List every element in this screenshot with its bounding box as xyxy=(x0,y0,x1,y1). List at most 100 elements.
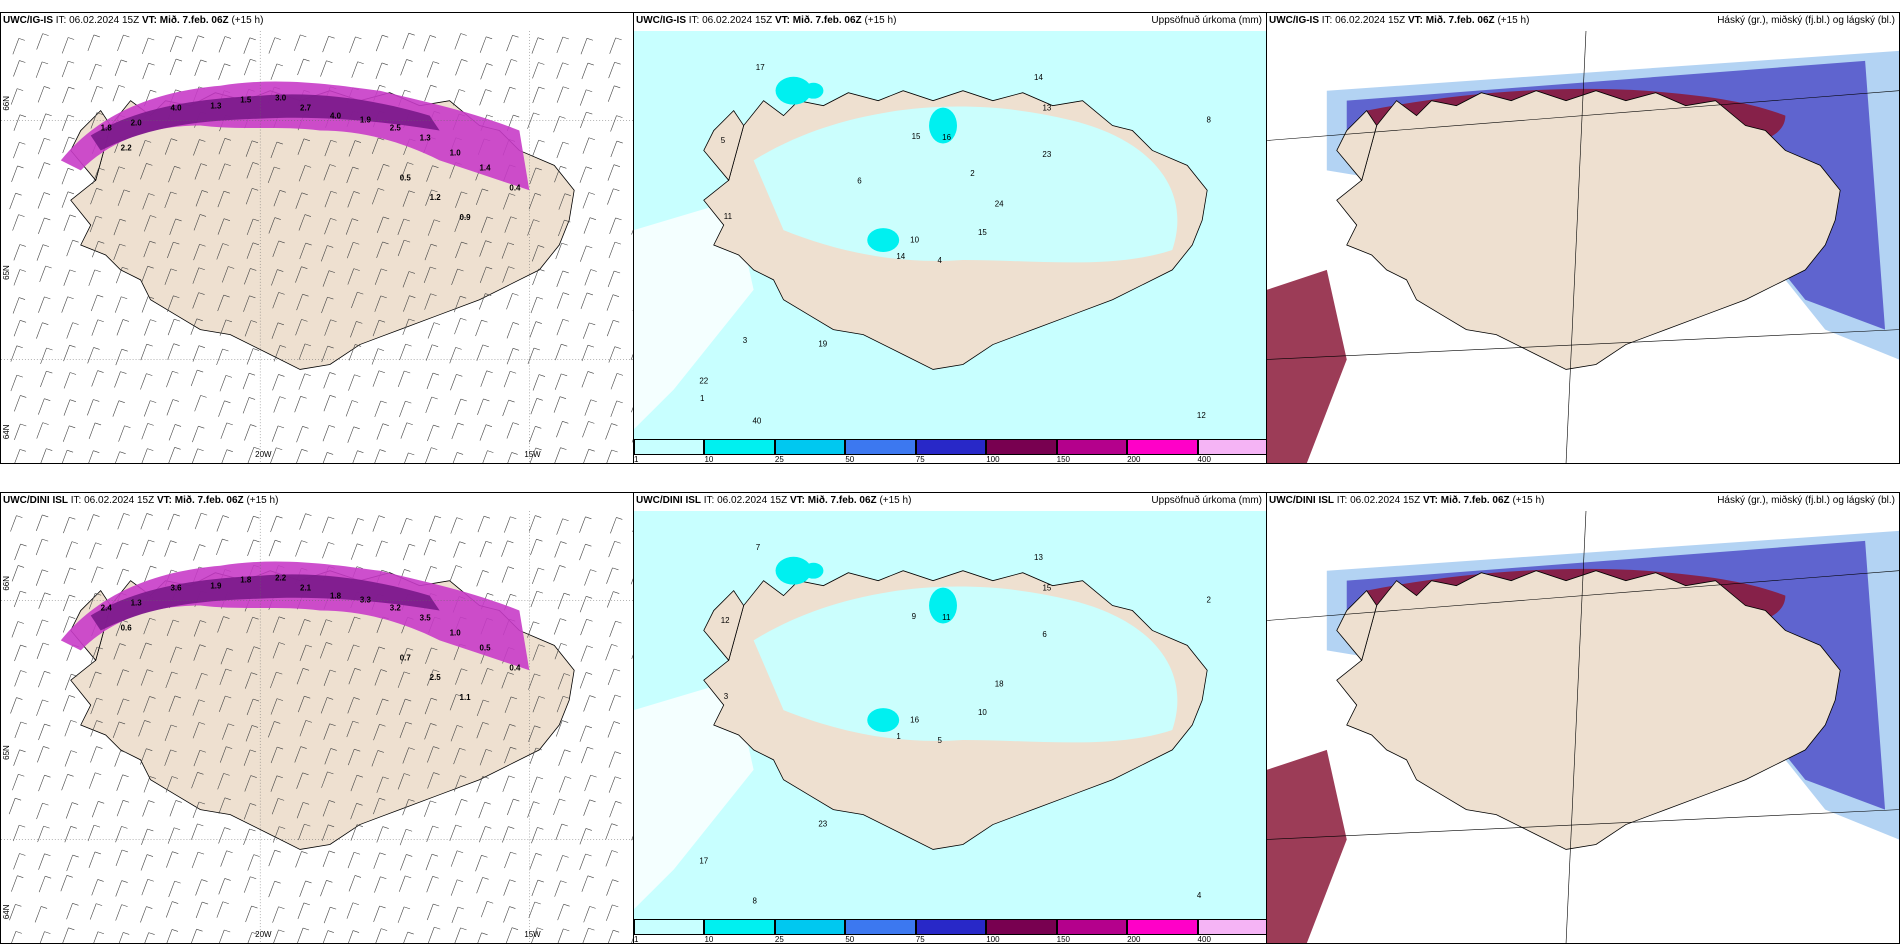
wind-barb xyxy=(164,749,171,766)
wind-barb-flag xyxy=(326,60,333,63)
wind-barb xyxy=(557,928,564,943)
wind-barb-flag xyxy=(67,296,74,300)
wind-barb-flag xyxy=(305,720,312,723)
wind-barb xyxy=(610,517,617,534)
wind-barb-flag xyxy=(538,268,545,272)
wind-barb xyxy=(373,905,380,923)
wind-barb xyxy=(295,851,302,868)
wind-barb-flag xyxy=(538,374,546,377)
wind-barb xyxy=(219,668,227,686)
wind-barb xyxy=(40,448,47,463)
wind-barb-flag xyxy=(590,269,597,272)
wind-barb-flag xyxy=(251,905,258,909)
wind-barb-flag xyxy=(481,855,488,858)
wind-barb-flag xyxy=(198,345,206,348)
wind-barb-flag xyxy=(276,515,283,519)
wind-barb-flag xyxy=(17,165,24,169)
wind-barb-flag xyxy=(614,751,621,754)
wind-barb-flag xyxy=(590,569,597,572)
wind-barb xyxy=(115,849,123,867)
wind-barb xyxy=(140,748,147,765)
wind-barb-flag xyxy=(225,695,232,699)
wind-barb xyxy=(89,903,97,920)
wind-barb xyxy=(195,879,202,896)
colorbar-swatch xyxy=(986,439,1057,455)
wind-barb-flag xyxy=(434,219,441,223)
wind-barb-flag xyxy=(15,797,22,801)
wind-barb-flag xyxy=(586,596,593,599)
wind-barb xyxy=(116,267,123,284)
wind-barb-flag xyxy=(484,801,491,805)
wind-barb xyxy=(322,800,330,817)
wind-barb-flag xyxy=(615,620,622,624)
wind-barb xyxy=(609,37,616,54)
wind-barb xyxy=(397,773,405,790)
wind-barb-flag xyxy=(613,188,620,191)
wind-barb-flag xyxy=(121,849,129,853)
wind-barb xyxy=(35,514,43,531)
wind-barb xyxy=(295,266,302,283)
wind-barb-flag xyxy=(148,193,155,196)
wind-barb-flag xyxy=(96,85,104,89)
wind-barb xyxy=(60,875,68,892)
wind-barb xyxy=(243,749,251,766)
colorbar-label: 1 xyxy=(634,935,639,944)
precip-value-label: 17 xyxy=(699,856,708,865)
wind-barb xyxy=(606,320,614,337)
wind-barb xyxy=(452,89,460,106)
wind-barb-flag xyxy=(197,823,204,827)
wind-barb-flag xyxy=(170,191,177,195)
wind-barb-flag xyxy=(69,567,76,571)
wind-barb-flag xyxy=(149,617,156,621)
wind-barb-flag xyxy=(42,802,49,806)
wind-barb-flag xyxy=(224,36,232,39)
wind-barb-flag xyxy=(585,543,592,547)
wind-barb xyxy=(65,541,73,558)
wind-barb-flag xyxy=(68,136,75,140)
wind-barb xyxy=(271,798,279,815)
wind-barb xyxy=(193,644,201,661)
wind-barb-flag xyxy=(70,750,78,753)
wind-barb xyxy=(270,672,277,689)
wind-barb xyxy=(244,775,252,792)
wind-barb-flag xyxy=(562,318,569,322)
wind-barb xyxy=(298,214,306,231)
wind-barb xyxy=(296,668,304,685)
wind-barb xyxy=(556,292,564,309)
wind-barb-flag xyxy=(68,37,75,40)
precip-map-bottom: UWC/DINI ISL IT: 06.02.2024 15Z VT: Mið.… xyxy=(633,492,1267,944)
wind-barb xyxy=(372,646,380,663)
wind-barb-flag xyxy=(559,396,567,399)
wind-barb xyxy=(219,375,227,392)
wind-barb-flag xyxy=(98,801,105,804)
wind-barb xyxy=(166,851,173,868)
wind-barb-flag xyxy=(119,218,126,222)
wind-barb-flag xyxy=(279,190,286,193)
wind-barb-flag xyxy=(93,514,100,517)
wind-barb xyxy=(88,269,96,286)
wind-barb xyxy=(192,345,200,362)
wind-barb-flag xyxy=(120,371,127,374)
wind-barb-flag xyxy=(69,516,76,520)
wind-barb-flag xyxy=(276,698,284,701)
wind-barb-flag xyxy=(430,566,437,569)
wind-barb-flag xyxy=(562,36,569,40)
wind-barb-flag xyxy=(94,422,102,426)
wind-barb xyxy=(167,343,174,360)
wind-barb-flag xyxy=(249,749,257,753)
wind-barb xyxy=(117,698,124,715)
wind-barb-flag xyxy=(485,240,492,243)
wind-barb xyxy=(168,424,176,441)
wind-barb xyxy=(88,422,96,439)
wind-barb-flag xyxy=(249,295,256,299)
wind-barb xyxy=(531,827,538,844)
precip-max-area xyxy=(775,76,812,105)
wind-barb-flag xyxy=(461,191,468,195)
wind-barb xyxy=(192,292,199,309)
wind-barb xyxy=(424,85,431,102)
wind-barb xyxy=(504,747,511,764)
colorbar-swatch xyxy=(1197,919,1266,935)
wind-barb-flag xyxy=(42,699,49,703)
wind-barb xyxy=(115,349,123,366)
colorbar-label: 200 xyxy=(1127,935,1141,944)
